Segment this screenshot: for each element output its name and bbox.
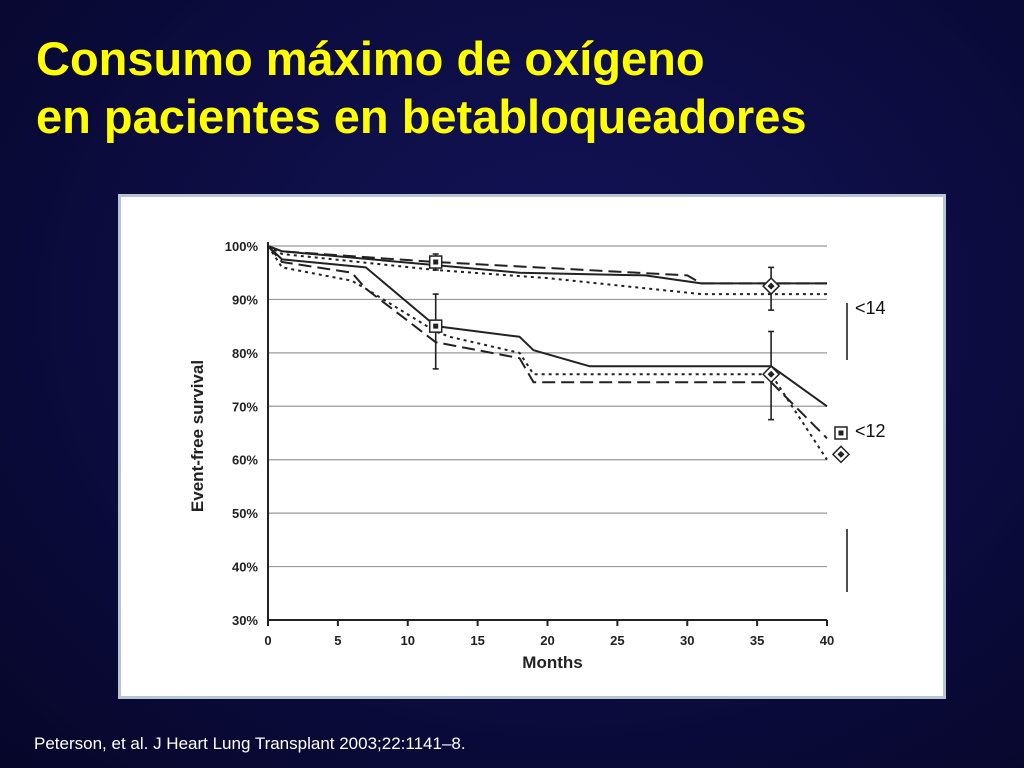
chart-panel: 30% 40% 50% 60% 70% 80% 90% 100% 0 5 10 15 20 25 30 35 4…: [118, 194, 946, 699]
y-tick-label: 30%: [232, 613, 258, 628]
y-tick-label: 90%: [232, 292, 258, 307]
diamond-marker-dot: [767, 370, 775, 378]
diamond-marker-dot: [767, 282, 775, 290]
y-tick-label: 40%: [232, 560, 258, 575]
group-label-14: <14: [855, 298, 886, 318]
x-tick-label: 25: [610, 633, 624, 648]
x-tick-label: 40: [820, 633, 834, 648]
x-tick-label: 20: [540, 633, 554, 648]
diamond-marker-dot: [837, 450, 845, 458]
square-marker-dot: [433, 323, 439, 329]
gridlines: [268, 245, 827, 568]
slide-title-line-2: en pacientes en betabloqueadores: [36, 90, 807, 143]
labels: 30% 40% 50% 60% 70% 80% 90% 100% 0 5 10 15 20 25 30 35 4…: [188, 239, 886, 672]
series-line-5: [267, 245, 828, 440]
axes: [267, 242, 848, 626]
slide-title-line-1: Consumo máximo de oxígeno: [36, 32, 705, 85]
error-bars: [432, 253, 775, 421]
group-label-12: <12: [855, 421, 886, 441]
survival-chart: 30% 40% 50% 60% 70% 80% 90% 100% 0 5 10 15 20 25 30 35 4…: [188, 239, 886, 672]
series-line-4: [267, 245, 828, 408]
square-marker-dot: [433, 259, 439, 265]
square-marker-dot: [838, 430, 844, 436]
slide-title: Consumo máximo de oxígeno en pacientes e…: [36, 30, 807, 146]
x-tick-label: 5: [334, 633, 341, 648]
series-line-3: [267, 245, 827, 296]
x-tick-label: 35: [750, 633, 764, 648]
citation: Peterson, et al. J Heart Lung Transplant…: [34, 734, 466, 753]
series-line-2: [267, 245, 827, 285]
y-tick-label: 100%: [225, 239, 259, 254]
markers: [428, 255, 851, 464]
y-tick-label: 60%: [232, 453, 258, 468]
x-axis-title: Months: [522, 653, 582, 672]
y-tick-label: 50%: [232, 506, 258, 521]
x-tick-label: 15: [470, 633, 484, 648]
y-tick-label: 80%: [232, 346, 258, 361]
x-tick-label: 0: [264, 633, 271, 648]
y-tick-label: 70%: [232, 399, 258, 414]
y-axis-title: Event-free survival: [188, 360, 207, 512]
x-tick-label: 30: [680, 633, 694, 648]
x-tick-label: 10: [401, 633, 415, 648]
